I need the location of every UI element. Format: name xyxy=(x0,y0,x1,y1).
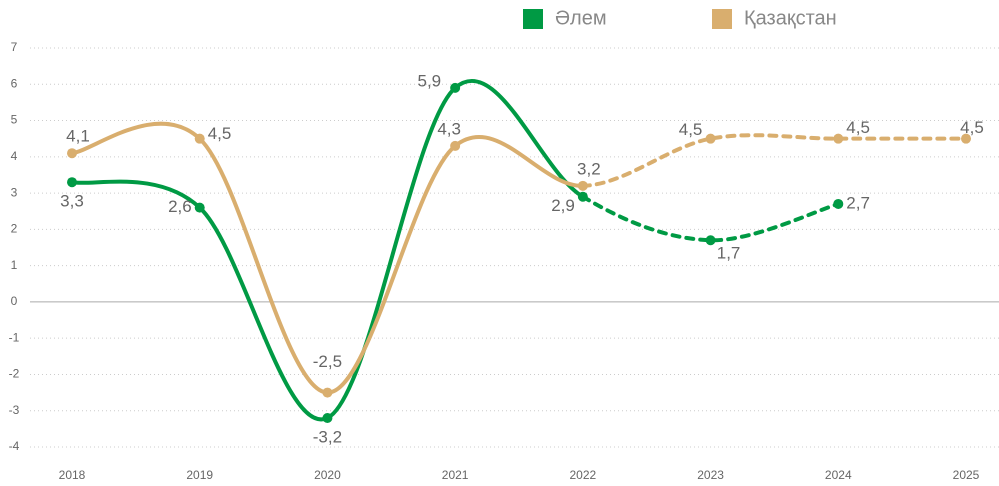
value-label: 5,9 xyxy=(418,71,442,90)
point xyxy=(322,387,333,398)
y-tick-label: 4 xyxy=(11,149,18,163)
point xyxy=(833,198,844,209)
value-label: 2,9 xyxy=(551,196,575,215)
point xyxy=(450,140,461,151)
x-tick-label: 2020 xyxy=(314,468,341,482)
legend-label: Қазақстан xyxy=(744,7,837,29)
value-label: -3,2 xyxy=(313,427,342,446)
point xyxy=(450,82,461,93)
legend-swatch xyxy=(523,9,543,29)
y-tick-label: 5 xyxy=(11,113,18,127)
legend-label: Әлем xyxy=(555,7,607,29)
point xyxy=(577,180,588,191)
value-label: 3,3 xyxy=(60,192,84,211)
y-tick-label: 0 xyxy=(11,294,18,308)
legend-swatch xyxy=(712,9,732,29)
value-label: -2,5 xyxy=(313,352,342,371)
value-label: 4,5 xyxy=(208,124,232,143)
x-tick-label: 2025 xyxy=(953,468,980,482)
y-tick-label: -1 xyxy=(9,330,20,344)
point xyxy=(194,133,205,144)
x-tick-label: 2022 xyxy=(570,468,597,482)
point xyxy=(705,235,716,246)
x-tick-label: 2021 xyxy=(442,468,469,482)
forecast-line xyxy=(580,194,841,243)
point xyxy=(194,202,205,213)
value-label: 4,5 xyxy=(679,120,703,139)
y-tick-label: 6 xyxy=(11,76,18,90)
point xyxy=(961,133,971,144)
value-label: 4,5 xyxy=(846,118,870,137)
y-tick-label: -4 xyxy=(9,439,20,453)
x-tick-label: 2023 xyxy=(697,468,724,482)
x-tick-label: 2024 xyxy=(825,468,852,482)
point xyxy=(322,412,333,423)
series-line xyxy=(70,78,585,422)
point xyxy=(705,133,716,144)
y-tick-label: 7 xyxy=(11,40,18,54)
value-label: 2,6 xyxy=(168,197,192,216)
value-label: 4,5 xyxy=(960,118,984,137)
value-label: 4,1 xyxy=(66,127,90,146)
forecast-line xyxy=(580,133,968,188)
value-label: 2,7 xyxy=(846,193,870,212)
y-tick-label: -3 xyxy=(9,403,20,417)
x-tick-label: 2018 xyxy=(59,468,86,482)
y-tick-label: -2 xyxy=(9,367,20,381)
point xyxy=(67,177,77,188)
y-tick-label: 2 xyxy=(11,222,18,236)
y-tick-label: 3 xyxy=(11,185,18,199)
x-tick-label: 2019 xyxy=(186,468,213,482)
point xyxy=(577,191,588,202)
value-label: 4,3 xyxy=(437,119,461,138)
point xyxy=(833,133,844,144)
value-label: 3,2 xyxy=(577,159,601,178)
y-tick-label: 1 xyxy=(11,258,18,272)
value-label: 1,7 xyxy=(717,244,741,263)
point xyxy=(67,148,77,159)
